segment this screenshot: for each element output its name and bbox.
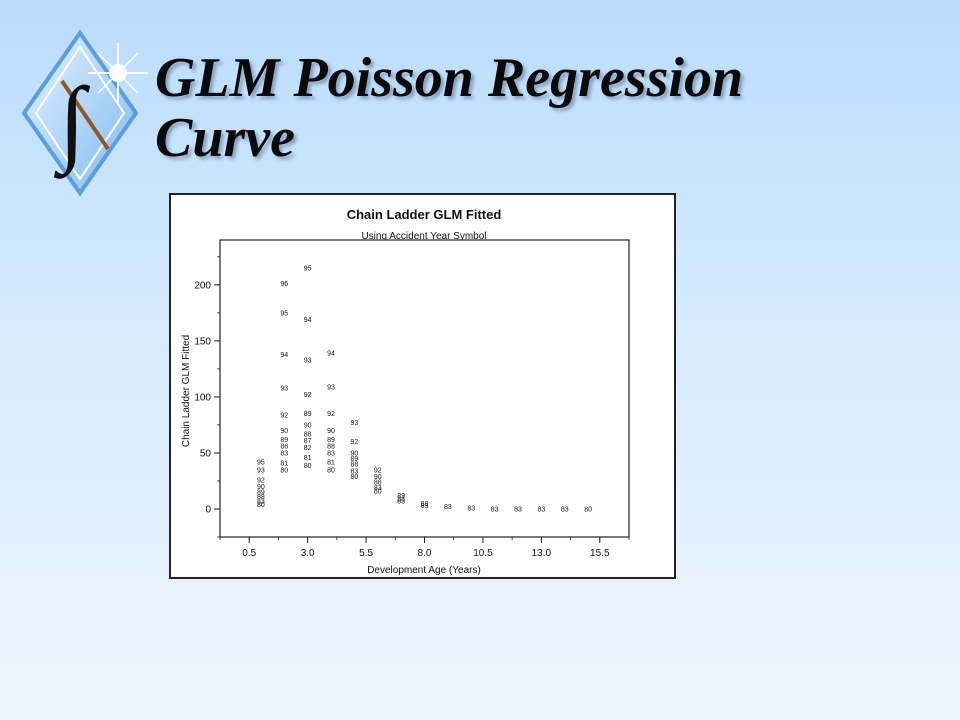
data-point: 80 <box>327 467 335 474</box>
y-tick-label: 50 <box>200 448 212 459</box>
x-tick-label: 5.5 <box>359 548 373 559</box>
slide-title-line1: GLM Poisson Regression <box>155 47 744 109</box>
plot-area <box>219 239 630 538</box>
data-point: 81 <box>304 455 312 462</box>
slide-title-line2: Curve <box>155 107 295 169</box>
data-point: 83 <box>444 504 452 511</box>
data-point: 95 <box>257 459 265 466</box>
data-point: 83 <box>561 506 569 513</box>
data-point: 80 <box>257 502 265 509</box>
chart-subtitle: Using Accident Year Symbol <box>361 231 486 242</box>
data-point: 88 <box>374 480 382 487</box>
data-point: 90 <box>327 428 335 435</box>
data-point: 80 <box>584 506 592 513</box>
data-point: 87 <box>304 438 312 445</box>
data-point: 92 <box>350 439 358 446</box>
data-point: 88 <box>350 462 358 469</box>
data-point: 94 <box>327 351 335 358</box>
data-point: 88 <box>327 444 335 451</box>
data-point: 93 <box>327 384 335 391</box>
data-point: 89 <box>327 437 335 444</box>
x-tick-label: 10.5 <box>473 548 493 559</box>
data-point: 94 <box>280 352 288 359</box>
data-point: 94 <box>304 317 312 324</box>
data-point: 90 <box>257 484 265 491</box>
data-point: 95 <box>280 310 288 317</box>
data-point: 92 <box>257 477 265 484</box>
x-tick-label: 3.0 <box>301 548 315 559</box>
data-point: 83 <box>350 468 358 475</box>
data-point: 93 <box>304 357 312 364</box>
y-axis-label: Chain Ladder GLM Fitted <box>181 335 192 447</box>
chart-title: Chain Ladder GLM Fitted <box>347 207 502 222</box>
data-point: 83 <box>467 505 475 512</box>
y-axis-ticks: 0 50 100 150 200 <box>194 256 220 538</box>
data-point: 88 <box>304 431 312 438</box>
data-point: 81 <box>280 461 288 468</box>
data-point: 83 <box>537 506 545 513</box>
x-axis-label: Development Age (Years) <box>367 565 481 576</box>
slide-title: GLM Poisson Regression Curve <box>155 48 875 168</box>
y-tick-label: 200 <box>194 280 211 291</box>
data-point: 90 <box>280 428 288 435</box>
data-point: 82 <box>304 445 312 452</box>
data-point: 80 <box>280 467 288 474</box>
data-points: 9695949392908988838180959493928990888782… <box>257 266 592 514</box>
data-point: 95 <box>304 266 312 273</box>
chart-frame: Chain Ladder GLM Fitted Using Accident Y… <box>169 193 676 579</box>
data-point: 92 <box>280 412 288 419</box>
data-point: 90 <box>350 450 358 457</box>
data-point: 80 <box>350 474 358 481</box>
y-tick-label: 100 <box>194 392 211 403</box>
data-point: 83 <box>327 450 335 457</box>
data-point: 80 <box>374 489 382 496</box>
data-point: 96 <box>280 281 288 288</box>
y-tick-label: 150 <box>194 336 211 347</box>
data-point: 90 <box>374 474 382 481</box>
data-point: 83 <box>374 485 382 492</box>
data-point: 83 <box>397 499 405 506</box>
scatter-chart: Chain Ladder GLM Fitted Using Accident Y… <box>181 207 630 576</box>
data-point: 89 <box>304 411 312 418</box>
y-tick-label: 0 <box>205 504 211 515</box>
x-tick-label: 15.5 <box>590 548 610 559</box>
data-point: 88 <box>257 494 265 501</box>
data-point: 89 <box>350 456 358 463</box>
data-point: 89 <box>257 490 265 497</box>
data-point: 81 <box>327 459 335 466</box>
data-point: 88 <box>397 496 405 503</box>
x-tick-label: 0.5 <box>242 548 256 559</box>
data-point: 83 <box>257 499 265 506</box>
data-point: 93 <box>280 385 288 392</box>
data-point: 88 <box>421 501 429 508</box>
data-point: 89 <box>280 437 288 444</box>
starburst-icon <box>88 43 148 103</box>
x-axis-ticks: 0.5 3.0 5.5 8.0 10.5 13.0 15.5 <box>219 537 630 559</box>
data-point: 88 <box>280 444 288 451</box>
data-point: 92 <box>374 467 382 474</box>
x-tick-label: 8.0 <box>418 548 432 559</box>
data-point: 90 <box>304 422 312 429</box>
data-point: 83 <box>491 506 499 513</box>
data-point: 80 <box>304 463 312 470</box>
data-point: 93 <box>350 420 358 427</box>
x-tick-label: 13.0 <box>532 548 552 559</box>
data-point: 92 <box>304 392 312 399</box>
data-point: 93 <box>257 467 265 474</box>
data-point: 83 <box>514 506 522 513</box>
integral-diamond-logo-icon: ∫ <box>21 29 148 197</box>
data-point: 89 <box>397 493 405 500</box>
data-point: 92 <box>327 411 335 418</box>
data-point: 83 <box>421 503 429 510</box>
data-point: 83 <box>280 450 288 457</box>
